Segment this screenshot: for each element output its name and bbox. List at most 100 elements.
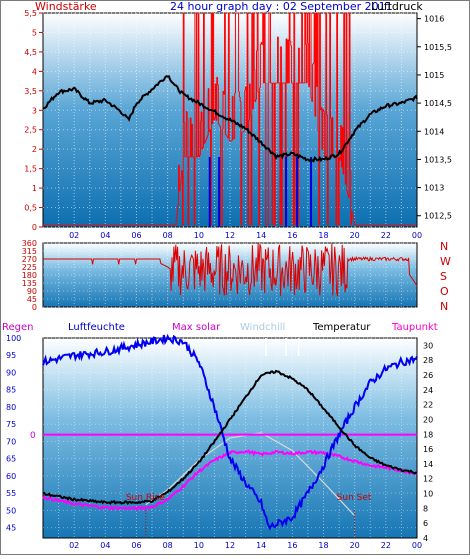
top-y-right-ticks: 1012,5 1013 1013,5 1014 1014,5 1015 1015,5 1016 [417,15,452,221]
bottom-annotations: Sun Rise Sun Set [126,493,372,538]
compass-letter: O [440,285,449,298]
y-right-tick-label: 24 [423,386,433,395]
direction-line [43,243,418,297]
y-right-tick-label: 28 [423,356,433,365]
y-left-tick-label: 55 [6,489,16,498]
y-tick-label: 180 [22,271,37,280]
x-tick-label: 00 [412,231,422,240]
x-tick-label: 06 [131,231,141,240]
y-left-tick-label: 70 [6,437,16,446]
y-left-tick-label: 1,5 [24,165,37,174]
x-tick-label: 12 [225,541,235,550]
y-left-tick-label: 60 [6,472,16,481]
y-right-tick-label: 20 [423,415,433,424]
x-tick-label: 22 [381,541,391,550]
y-right-tick-label: 1013,5 [424,155,452,164]
y-left-tick-label: 95 [6,351,16,360]
y-tick-label: 270 [22,255,37,264]
pressure-line [42,75,418,163]
legend-item: Max solar [172,322,221,333]
y-right-tick-label: 14 [423,460,433,469]
bottom-legend: Regen Luftfeuchte Max solar Windchill Temper… [2,322,438,333]
x-tick-label: 14 [256,231,266,240]
y-left-tick-label: 3,5 [24,87,37,96]
bottom-y-right-ticks: 4 6 8 10 12 14 16 18 20 22 24 26 28 30 [423,341,433,543]
y-tick-label: 360 [22,239,37,248]
y-left-tick-label: 65 [6,455,16,464]
x-tick-label: 22 [381,231,391,240]
legend-item: Taupunkt [391,322,438,333]
top-x-ticks: 02 04 06 08 10 12 14 16 18 20 22 00 [69,231,422,240]
x-tick-label: 04 [100,541,110,550]
y-right-tick-label: 1015 [424,71,444,80]
legend-item: Luftfeuchte [68,322,125,333]
bottom-y-left-ticks: 45 50 55 60 65 70 75 80 85 90 95 100 [6,334,21,533]
y-tick-label: 225 [22,263,37,272]
y-right-tick-label: 12 [423,475,433,484]
top-y-left-ticks: 0 0,5 1 1,5 2 2,5 3 3,5 4 4,5 5 5,5 [24,9,43,232]
x-tick-label: 14 [256,541,266,550]
y-left-tick-label: 4 [32,67,37,76]
y-right-tick-label: 1016 [424,15,444,24]
y-left-tick-label: 80 [6,403,16,412]
y-tick-label: 0 [32,303,37,312]
compass-letter: N [440,240,448,253]
x-tick-label: 02 [69,231,79,240]
x-tick-label: 08 [163,231,173,240]
y-right-tick-label: 1014 [424,127,444,136]
y-left-tick-label: 0,5 [24,204,37,213]
y-right-tick-label: 4 [423,534,428,543]
x-tick-label: 00 [412,541,422,550]
y-tick-label: 90 [27,287,37,296]
y-right-tick-label: 1015,5 [424,43,452,52]
y-right-tick-label: 1013 [424,184,444,193]
y-right-tick-label: 10 [423,490,433,499]
legend-item: Temperatur [312,322,371,333]
y-right-tick-label: 6 [423,519,428,528]
y-left-tick-label: 5,5 [24,9,37,18]
y-right-tick-label: 16 [423,445,433,454]
bottom-x-ticks: 02 04 06 08 10 12 14 16 18 20 22 00 [69,541,422,550]
x-tick-label: 20 [350,231,360,240]
y-tick-label: 45 [27,295,37,304]
wind-pressure-chart: 0 0,5 1 1,5 2 2,5 3 3,5 4 4,5 5 5,5 1012,5 1013 1013,… [24,9,452,240]
y-right-tick-label: 18 [423,430,433,439]
direction-series [43,243,418,297]
top-chart-title: 24 hour graph day : 02 September 2011 [170,0,393,13]
x-tick-label: 10 [194,541,204,550]
bottom-series [42,333,418,531]
x-tick-label: 20 [350,541,360,550]
y-left-tick-label: 2,5 [24,126,37,135]
compass-letter: N [440,300,448,313]
y-left-tick-label: 3 [32,106,37,115]
x-tick-label: 04 [100,231,110,240]
compass-letter: W [440,255,451,268]
sun-set-label: Sun Set [337,493,372,503]
y-left-tick-label: 100 [6,334,21,343]
temperature-line [42,369,418,505]
x-tick-label: 16 [287,231,297,240]
y-left-tick-label: 0 [32,223,37,232]
y-right-tick-label: 1014,5 [424,99,452,108]
sun-rise-label: Sun Rise [126,493,165,503]
pressure-label: Luftdruck [371,0,423,13]
x-tick-label: 06 [131,541,141,550]
x-tick-label: 12 [225,231,235,240]
bottom-grid [43,337,417,538]
compass-letter: S [440,270,447,283]
legend-item: Windchill [240,322,285,333]
rain-value-label: 0 [30,431,36,441]
x-tick-label: 08 [163,541,173,550]
y-right-tick-label: 26 [423,371,433,380]
y-left-tick-label: 1 [32,184,37,193]
x-tick-label: 16 [287,541,297,550]
x-tick-label: 02 [69,541,79,550]
y-left-tick-label: 45 [6,524,16,533]
y-right-tick-label: 1012,5 [424,212,452,221]
y-right-tick-label: 30 [423,341,433,350]
